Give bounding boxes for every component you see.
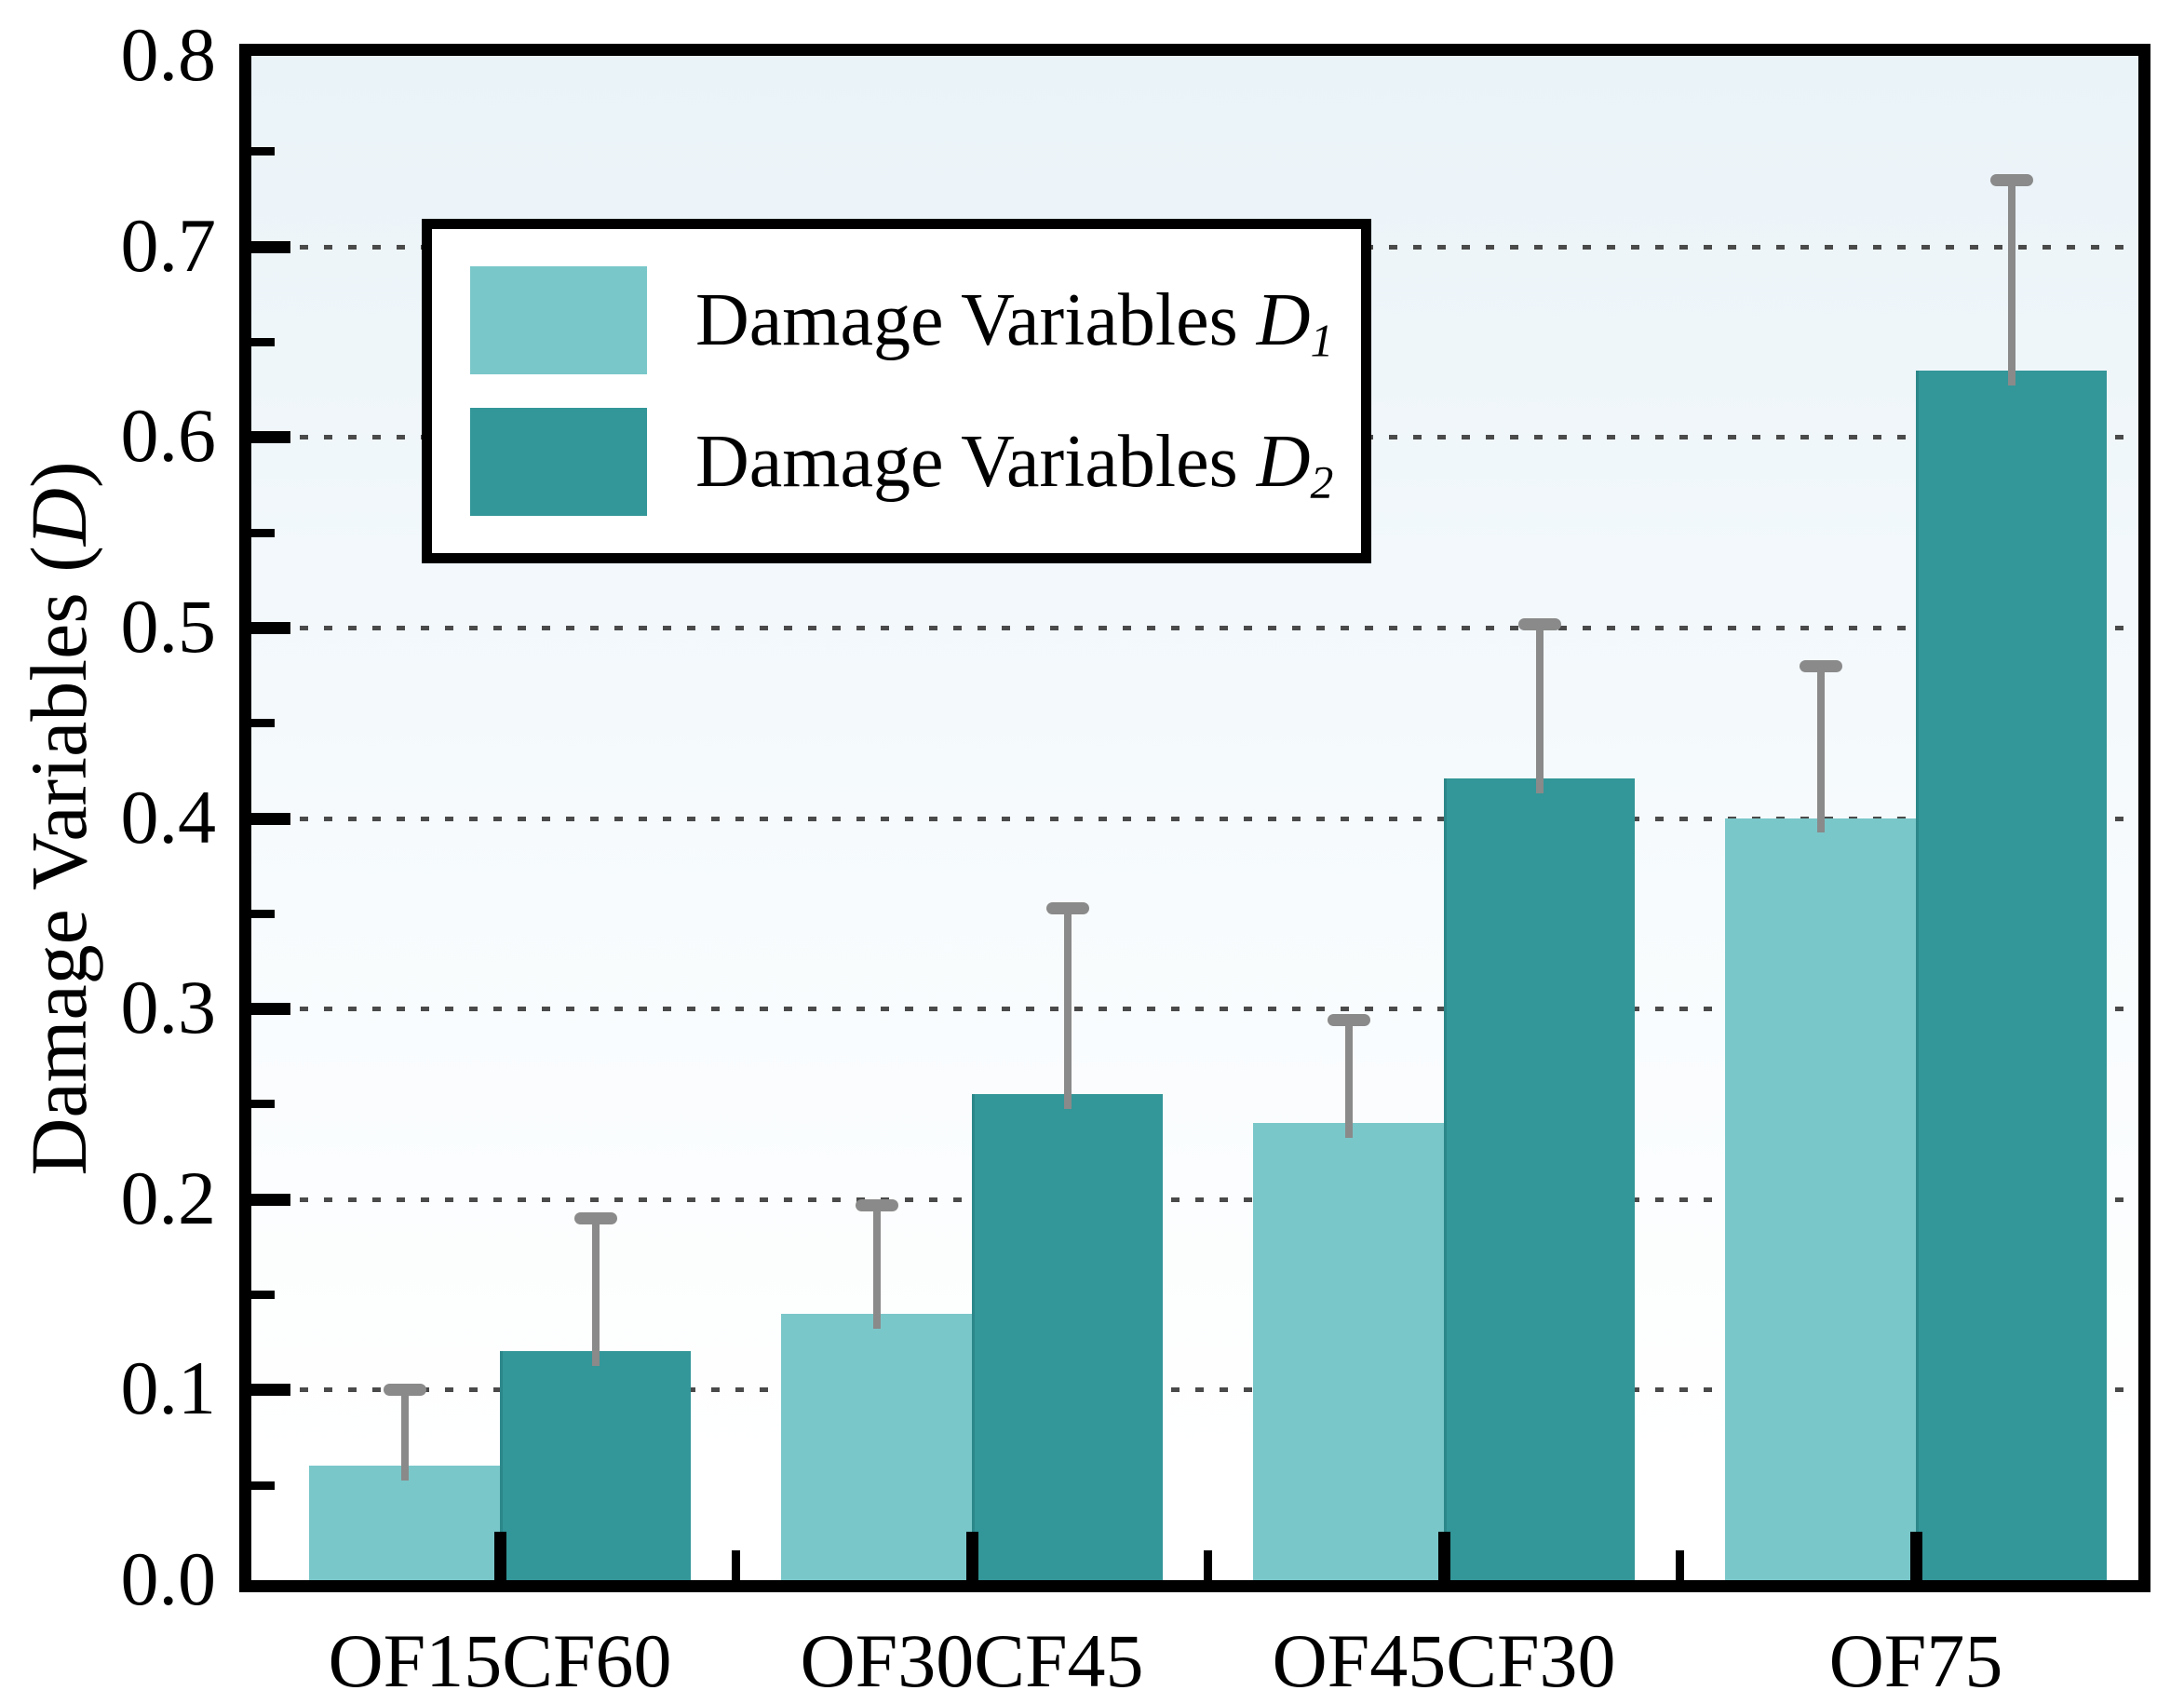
y-tick-label: 0.6: [120, 393, 217, 479]
x-major-tick: [494, 1532, 506, 1580]
gridline: [251, 1197, 2138, 1202]
y-minor-tick: [251, 1481, 275, 1490]
bar-OF75-D1: [1725, 818, 1916, 1580]
y-tick-label: 0.1: [120, 1346, 217, 1431]
y-major-tick: [251, 621, 290, 634]
error-bar-cap: [1989, 174, 2033, 186]
gridline: [251, 1007, 2138, 1012]
error-bar-stem: [2007, 180, 2015, 385]
error-bar-stem: [1344, 1020, 1353, 1138]
y-minor-tick: [251, 337, 275, 346]
error-bar-stem: [400, 1389, 409, 1481]
legend: Damage Variables D1 Damage Variables D2: [422, 219, 1371, 563]
y-axis-title-suffix: ): [14, 460, 103, 488]
y-minor-tick: [251, 719, 275, 728]
bar-OF15CF60-D1: [309, 1466, 500, 1580]
legend-label-d1: Damage Variables D1: [695, 279, 1334, 367]
legend-item-d2: Damage Variables D2: [470, 408, 1361, 516]
x-tick-label: OF30CF45: [800, 1618, 1144, 1703]
y-minor-tick: [251, 909, 275, 918]
bar-OF15CF60-D2: [500, 1351, 691, 1580]
legend-item-d1: Damage Variables D1: [470, 266, 1361, 374]
y-minor-tick: [251, 147, 275, 156]
x-major-tick: [1438, 1532, 1450, 1580]
gridline: [251, 1387, 2138, 1393]
error-bar-stem: [1535, 623, 1544, 793]
x-minor-tick: [1204, 1550, 1212, 1580]
error-bar-cap: [1517, 617, 1561, 630]
x-major-tick: [1910, 1532, 1922, 1580]
y-tick-label: 0.0: [120, 1536, 217, 1621]
legend-swatch-d2: [470, 408, 647, 516]
error-bar-cap: [1799, 659, 1842, 672]
y-major-tick: [251, 1193, 290, 1206]
y-major-tick: [251, 1384, 290, 1397]
error-bar-cap: [1327, 1014, 1370, 1027]
y-minor-tick: [251, 528, 275, 537]
error-bar-stem: [1063, 907, 1072, 1110]
error-bar-cap: [573, 1212, 617, 1225]
plot-frame: [239, 44, 2150, 1592]
bar-OF30CF45-D1: [781, 1313, 972, 1580]
y-axis-title-text: Damage Variables (: [14, 545, 103, 1176]
y-minor-tick: [251, 1291, 275, 1300]
y-tick-label: 0.3: [120, 965, 217, 1050]
y-tick-label: 0.8: [120, 12, 217, 97]
y-axis-title: Damage Variables (D): [14, 461, 103, 1175]
x-tick-label: OF15CF60: [328, 1618, 672, 1703]
bar-OF75-D2: [1916, 370, 2107, 1580]
x-major-tick: [966, 1532, 978, 1580]
x-minor-tick: [732, 1550, 740, 1580]
y-major-tick: [251, 1003, 290, 1016]
gridline: [251, 816, 2138, 821]
y-major-tick: [251, 431, 290, 444]
y-minor-tick: [251, 1100, 275, 1109]
error-bar-stem: [591, 1218, 600, 1367]
bar-OF45CF30-D1: [1253, 1122, 1444, 1580]
x-tick-label: OF45CF30: [1272, 1618, 1616, 1703]
legend-label-d2: Damage Variables D2: [695, 421, 1334, 508]
bar-OF45CF30-D2: [1444, 778, 1635, 1580]
y-tick-label: 0.7: [120, 202, 217, 288]
x-minor-tick: [1676, 1550, 1684, 1580]
error-bar-stem: [872, 1204, 881, 1329]
gridline: [251, 625, 2138, 630]
y-tick-label: 0.4: [120, 774, 217, 859]
legend-swatch-d1: [470, 266, 647, 374]
error-bar-cap: [383, 1384, 426, 1397]
error-bar-stem: [1816, 665, 1825, 833]
y-major-tick: [251, 240, 290, 253]
y-major-tick: [251, 812, 290, 825]
y-tick-label: 0.2: [120, 1155, 217, 1240]
bar-OF30CF45-D2: [972, 1094, 1163, 1580]
y-tick-label: 0.5: [120, 583, 217, 669]
error-bar-cap: [1045, 901, 1089, 914]
error-bar-cap: [855, 1198, 898, 1211]
y-axis-title-variable: D: [14, 487, 103, 546]
x-tick-label: OF75: [1828, 1618, 2003, 1703]
